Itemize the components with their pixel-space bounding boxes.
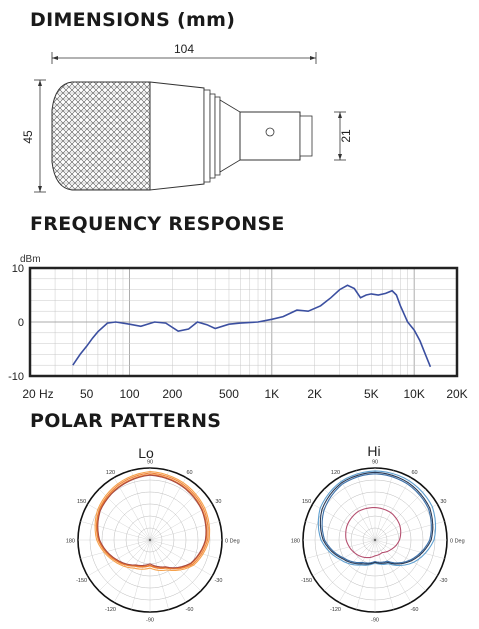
frequency-response-curve xyxy=(72,284,432,368)
polar-angle-label: 0 Deg xyxy=(450,539,465,545)
polar-angle-label: 90 xyxy=(147,460,153,466)
polar-spoke xyxy=(87,539,151,577)
polar-pattern-curve xyxy=(319,471,434,565)
polar-spoke xyxy=(113,539,151,603)
connector-diameter-label: 21 xyxy=(339,129,353,143)
polar-spoke xyxy=(305,521,376,541)
polar-patterns-title: POLAR PATTERNS xyxy=(30,410,222,432)
polar-spoke xyxy=(338,477,376,541)
polar-spoke xyxy=(312,503,376,541)
polar-spoke xyxy=(149,477,187,541)
polar-angle-label: 0 Deg xyxy=(225,539,240,545)
grille-head xyxy=(51,81,151,191)
polar-spoke xyxy=(374,539,412,603)
diameter-label: 45 xyxy=(21,130,35,144)
polar-angle-label: 120 xyxy=(106,470,115,476)
polar-spoke xyxy=(374,539,445,559)
polar-angle-label: -90 xyxy=(371,618,379,624)
dimensions-title: DIMENSIONS (mm) xyxy=(30,9,236,31)
x-tick-label: 20K xyxy=(446,387,467,401)
x-tick-label: 100 xyxy=(119,387,139,401)
polar-spoke xyxy=(131,539,151,610)
polar-spoke xyxy=(80,521,151,541)
polar-spoke xyxy=(356,539,376,610)
polar-angle-label: 30 xyxy=(440,499,446,505)
polar-center xyxy=(148,538,152,542)
x-tick-label: 20 Hz xyxy=(22,387,53,401)
polar-spoke xyxy=(149,539,202,592)
polar-spoke xyxy=(149,539,220,559)
polar-spoke xyxy=(323,488,376,541)
polar-pattern-curve xyxy=(97,474,207,569)
x-tick-label: 50 xyxy=(80,387,94,401)
polar-spoke xyxy=(356,470,376,541)
y-axis-label: dBm xyxy=(20,254,41,265)
polar-spoke xyxy=(149,539,169,610)
polar-center xyxy=(373,538,377,542)
polar-angle-label: -30 xyxy=(439,578,447,584)
polar-spoke xyxy=(80,539,151,559)
polar-spoke xyxy=(374,488,427,541)
y-tick-label: 0 xyxy=(18,317,24,329)
polar-angle-label: -120 xyxy=(105,607,116,613)
polar-angle-label: -120 xyxy=(330,607,341,613)
polar-spoke xyxy=(149,539,187,603)
polar-spoke xyxy=(149,539,213,577)
polar-spoke xyxy=(374,470,394,541)
x-tick-label: 200 xyxy=(162,387,182,401)
y-tick-label: -10 xyxy=(8,371,24,383)
polar-angle-label: 90 xyxy=(372,460,378,466)
polar-pattern-curve xyxy=(94,471,211,572)
polar-angle-label: -90 xyxy=(146,618,154,624)
x-tick-label: 2K xyxy=(307,387,322,401)
polar-pattern-curve xyxy=(317,470,437,567)
polar-angle-label: -60 xyxy=(411,607,419,613)
microphone-body xyxy=(149,81,205,191)
microphone-dimension-drawing: 104 45 21 xyxy=(21,42,353,193)
x-tick-label: 5K xyxy=(364,387,379,401)
polar-spoke xyxy=(149,470,169,541)
polar-angle-label: 180 xyxy=(66,539,75,545)
polar-spoke xyxy=(374,539,438,577)
polar-hi-title: Hi xyxy=(367,443,380,459)
polar-pattern-curve xyxy=(321,473,432,564)
polar-spoke xyxy=(131,470,151,541)
polar-spoke xyxy=(305,539,376,559)
x-tick-label: 10K xyxy=(403,387,424,401)
y-tick-label: 10 xyxy=(12,263,24,275)
polar-spoke xyxy=(374,503,438,541)
polar-angle-label: -150 xyxy=(76,578,87,584)
polar-spoke xyxy=(338,539,376,603)
polar-lo-title: Lo xyxy=(138,445,154,461)
length-label: 104 xyxy=(174,42,194,56)
polar-angle-label: 150 xyxy=(302,499,311,505)
polar-angle-label: 120 xyxy=(331,470,340,476)
polar-angle-label: -60 xyxy=(186,607,194,613)
polar-angle-label: 30 xyxy=(215,499,221,505)
polar-spoke xyxy=(98,539,151,592)
x-tick-label: 1K xyxy=(264,387,279,401)
frequency-response-title: FREQUENCY RESPONSE xyxy=(30,213,285,235)
x-tick-label: 500 xyxy=(219,387,239,401)
polar-spoke xyxy=(374,477,412,541)
polar-spoke xyxy=(374,539,394,610)
polar-angle-label: 180 xyxy=(291,539,300,545)
polar-spoke xyxy=(323,539,376,592)
polar-spoke xyxy=(149,488,202,541)
polar-angle-label: -30 xyxy=(214,578,222,584)
polar-angle-label: -150 xyxy=(301,578,312,584)
polar-pattern-curve xyxy=(96,473,208,569)
polar-pattern-curve xyxy=(95,472,209,570)
polar-angle-label: 60 xyxy=(186,470,192,476)
polar-pattern-curve xyxy=(345,507,402,559)
polar-spoke xyxy=(113,477,151,541)
polar-angle-label: 150 xyxy=(77,499,86,505)
polar-angle-label: 60 xyxy=(411,470,417,476)
